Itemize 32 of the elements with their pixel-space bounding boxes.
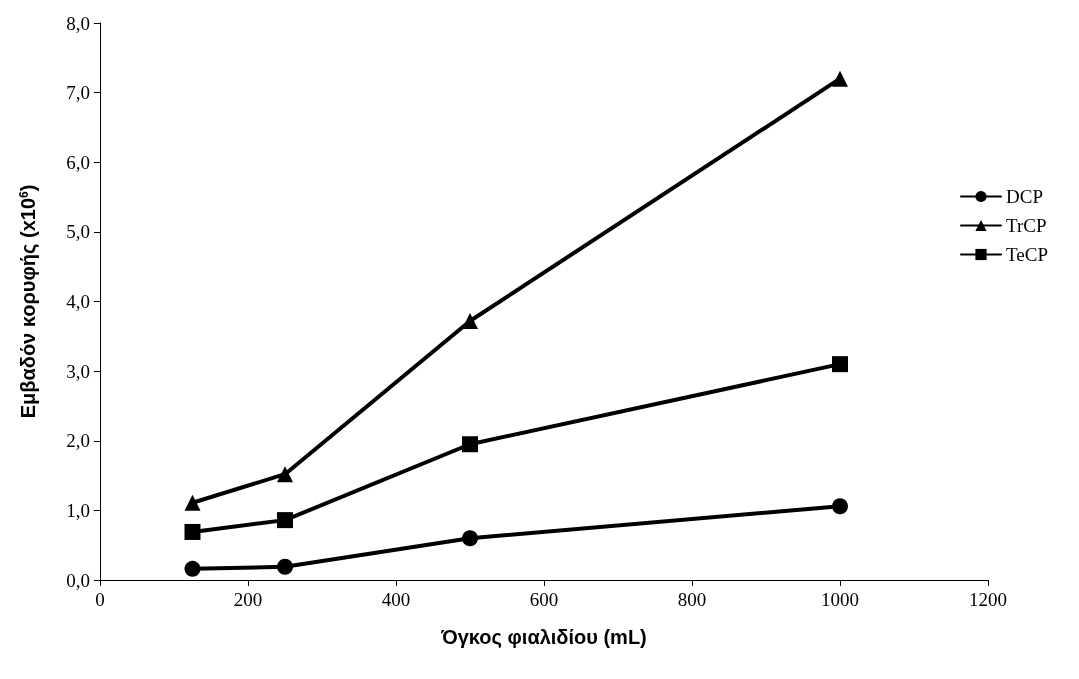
- y-tick-label: 8,0: [66, 12, 90, 34]
- legend-label: TeCP: [1006, 244, 1048, 265]
- point: [832, 356, 848, 373]
- point: [277, 512, 293, 529]
- x-tick-label: 600: [529, 589, 559, 610]
- x-tick-label: 0: [95, 589, 105, 610]
- point: [184, 494, 201, 511]
- y-tick-label: 6,0: [66, 151, 90, 173]
- y-tick-label: 1,0: [66, 499, 90, 521]
- point: [462, 436, 478, 453]
- x-axis-title: Όγκος φιαλιδίου (mL): [440, 626, 647, 648]
- point: [184, 523, 201, 540]
- point: [277, 558, 293, 575]
- y-tick-label: 7,0: [66, 82, 90, 104]
- point: [832, 498, 848, 515]
- point: [277, 466, 293, 483]
- y-tick-label: 0,0: [66, 569, 90, 591]
- y-tick-label: 3,0: [66, 360, 90, 382]
- point: [184, 560, 201, 577]
- y-tick-label: 5,0: [66, 221, 90, 243]
- y-tick-label: 4,0: [66, 291, 90, 312]
- x-tick-label: 200: [233, 589, 263, 610]
- point: [462, 530, 478, 547]
- x-tick-label: 1200: [969, 589, 1007, 610]
- legend-label: TrCP: [1006, 215, 1047, 236]
- legend-label: DCP: [1006, 186, 1043, 207]
- y-tick-label: 2,0: [66, 430, 90, 452]
- point: [832, 70, 848, 87]
- x-tick-label: 400: [381, 589, 411, 610]
- x-tick-label: 800: [677, 589, 707, 610]
- x-tick-label: 1000: [821, 589, 859, 610]
- point: [462, 312, 478, 329]
